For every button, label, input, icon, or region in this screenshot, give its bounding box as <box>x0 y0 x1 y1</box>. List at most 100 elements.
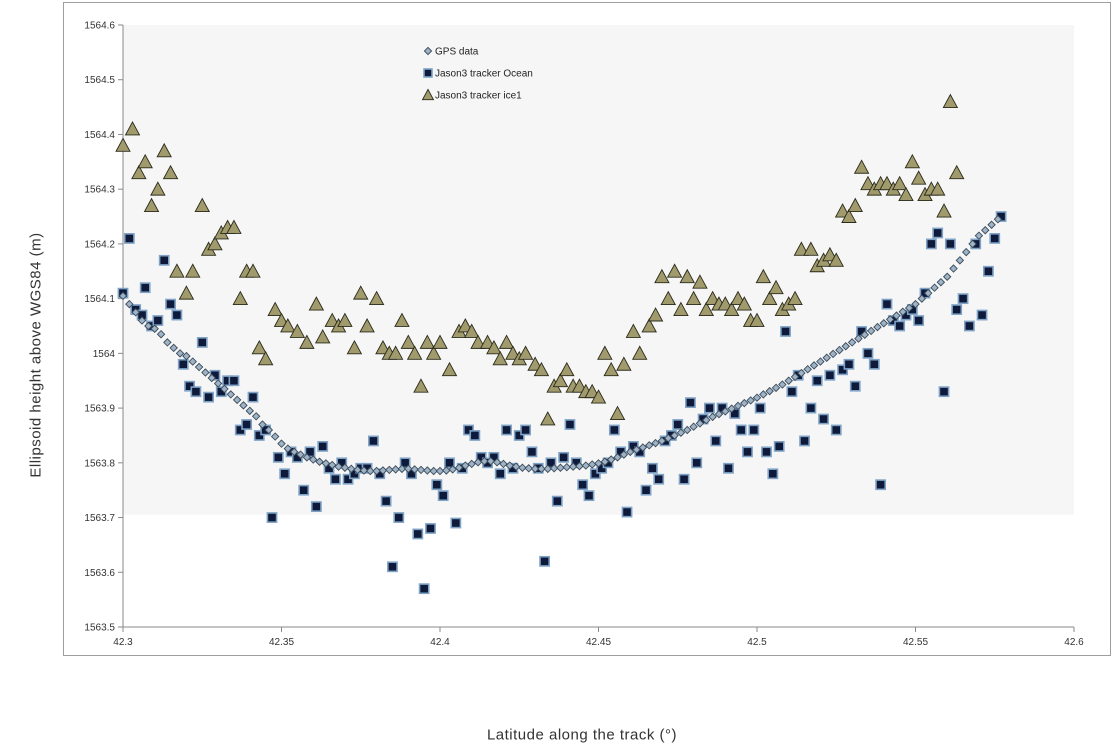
y-tick-label: 1564.3 <box>84 185 115 196</box>
ice1-tracker-point <box>251 339 268 355</box>
ocean-tracker-point <box>742 446 753 458</box>
ocean-tracker-point <box>412 528 424 540</box>
gps-data-point <box>486 456 495 466</box>
ocean-tracker-point <box>577 479 589 491</box>
ice1-tracker-point <box>314 328 331 344</box>
ice1-tracker-point <box>942 93 959 109</box>
gps-data-point <box>410 465 419 474</box>
x-tick-label: 42.55 <box>903 637 928 648</box>
legend-ocean-icon <box>423 68 433 78</box>
ice1-tracker-point <box>910 170 927 185</box>
ocean-tracker-point <box>837 364 848 376</box>
ice1-tracker-point <box>761 290 778 306</box>
gps-data-point <box>841 342 850 351</box>
ocean-tracker-point <box>520 424 531 436</box>
ice1-tracker-point <box>226 219 242 234</box>
ice1-tracker-point <box>150 181 166 196</box>
gps-data-point <box>638 443 648 452</box>
gps-data-point <box>125 299 134 309</box>
ice1-tracker-point <box>273 312 290 327</box>
ocean-tracker-point <box>165 298 176 310</box>
gps-data-point <box>518 463 527 472</box>
ice1-tracker-point <box>346 339 363 355</box>
gps-data-point <box>778 380 787 389</box>
ice1-tracker-point <box>486 339 502 355</box>
gps-data-point <box>467 459 476 469</box>
gps-data-point <box>683 425 692 435</box>
gps-data-point <box>657 436 667 446</box>
gps-data-point <box>404 464 413 474</box>
gps-data-point <box>334 462 343 471</box>
gps-data-point <box>727 404 736 413</box>
gps-data-point <box>347 464 356 474</box>
ocean-tracker-point <box>589 468 601 480</box>
gps-data-point <box>854 334 863 343</box>
gps-data-point <box>226 390 236 399</box>
ocean-tracker-point <box>247 391 259 403</box>
ice1-tracker-point <box>685 290 702 306</box>
gps-data-point <box>562 462 572 472</box>
gps-data-point <box>416 465 426 475</box>
gps-data-point <box>822 353 831 362</box>
ocean-tracker-point <box>501 424 512 436</box>
ice1-tracker-point <box>432 334 448 349</box>
gps-data-point <box>188 357 197 366</box>
ocean-tracker-point <box>799 435 810 447</box>
ice1-tracker-point <box>156 142 172 158</box>
ice1-tracker-point <box>860 175 876 191</box>
ocean-tracker-point <box>317 440 329 452</box>
gps-data-point <box>239 401 248 410</box>
ocean-tracker-point <box>913 315 925 326</box>
ice1-tracker-point <box>162 164 179 180</box>
gps-data-point <box>175 349 185 358</box>
ice1-tracker-point <box>891 175 908 191</box>
ocean-tracker-point <box>279 468 291 480</box>
ice1-tracker-point <box>584 383 600 399</box>
ocean-tracker-point <box>989 233 1001 244</box>
ice1-tracker-point <box>359 318 375 333</box>
ocean-tracker-point <box>203 391 214 403</box>
gps-data-point <box>847 338 857 347</box>
gps-data-point <box>537 464 546 474</box>
y-tick-label: 1564.2 <box>84 239 115 250</box>
ocean-tracker-point <box>691 457 703 469</box>
gps-data-point <box>207 373 216 383</box>
ocean-tracker-point <box>450 517 462 529</box>
gps-data-point <box>258 420 267 429</box>
ice1-tracker-point <box>479 334 496 349</box>
ice1-tracker-point <box>124 121 141 136</box>
ice1-tracker-point <box>853 159 870 174</box>
gps-data-point <box>721 407 730 416</box>
ocean-tracker-point <box>342 473 354 485</box>
legend-gps-icon <box>423 46 433 56</box>
ice1-tracker-point <box>406 345 423 360</box>
gps-data-point <box>942 272 952 281</box>
gps-data-point <box>606 455 616 464</box>
gps-data-point <box>879 319 889 328</box>
legend-entry-label: Jason3 tracker ice1 <box>435 91 522 102</box>
gps-data-point <box>790 372 800 382</box>
ocean-tracker-point <box>932 227 944 239</box>
gps-data-point <box>397 464 407 474</box>
ocean-tracker-point <box>678 473 690 485</box>
gps-data-point <box>594 459 603 468</box>
ice1-tracker-point <box>793 241 810 256</box>
ice1-tracker-point <box>400 334 417 349</box>
gps-data-point <box>702 415 711 425</box>
ocean-tracker-point <box>900 309 912 321</box>
gps-data-point <box>733 401 743 411</box>
ocean-tracker-point <box>856 326 868 337</box>
ocean-tracker-point <box>558 451 570 463</box>
gps-data-point <box>163 338 172 347</box>
gps-data-point <box>213 379 223 388</box>
ocean-tracker-point <box>849 380 861 392</box>
gps-data-point <box>961 247 971 257</box>
ice1-tracker-point <box>232 290 249 306</box>
ice1-tracker-point <box>375 339 391 355</box>
ice1-tracker-point <box>184 263 201 278</box>
ice1-tracker-point <box>352 285 369 300</box>
gps-data-point <box>625 447 635 457</box>
ocean-tracker-point <box>190 386 202 398</box>
ice1-tracker-point <box>413 378 429 393</box>
ocean-tracker-point <box>976 309 988 321</box>
